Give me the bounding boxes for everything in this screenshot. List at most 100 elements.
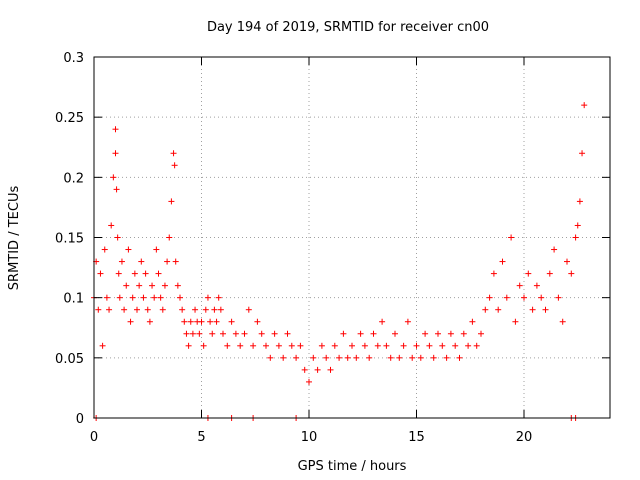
data-point <box>263 342 269 349</box>
data-point <box>574 222 581 229</box>
data-point <box>495 306 502 313</box>
data-point <box>196 330 203 337</box>
y-tick-label: 0.15 <box>55 232 84 247</box>
data-point <box>136 282 143 289</box>
data-point <box>521 294 527 301</box>
data-point <box>392 330 398 337</box>
grid-lines <box>94 57 610 418</box>
data-point <box>422 330 429 337</box>
data-point <box>228 318 235 325</box>
data-point <box>318 342 325 349</box>
data-point <box>581 102 588 109</box>
data-point <box>551 246 558 253</box>
data-point <box>142 270 149 277</box>
data-point <box>568 270 575 277</box>
data-point <box>323 354 330 361</box>
data-point <box>114 234 121 241</box>
data-point <box>576 198 583 205</box>
data-point <box>284 330 291 337</box>
data-point <box>430 354 437 361</box>
data-point <box>138 258 145 265</box>
data-point <box>579 150 586 157</box>
data-point <box>288 342 295 349</box>
data-point <box>113 186 120 193</box>
data-point <box>171 162 178 169</box>
data-point <box>400 342 407 349</box>
data-point <box>172 258 179 265</box>
data-point <box>97 270 104 277</box>
data-point <box>409 354 416 361</box>
data-point <box>159 306 166 313</box>
data-point <box>129 294 136 301</box>
chart-title: Day 194 of 2019, SRMTID for receiver cn0… <box>207 20 489 35</box>
data-point <box>106 306 113 313</box>
data-point <box>118 258 125 265</box>
y-tick-label: 0.3 <box>63 51 84 66</box>
data-point <box>217 306 224 313</box>
data-point <box>123 282 130 289</box>
data-point <box>297 342 304 349</box>
y-axis-label: SRMTID / TECUs <box>7 186 22 291</box>
data-point <box>155 270 162 277</box>
x-tick-label: 15 <box>408 430 425 445</box>
data-point <box>331 342 338 349</box>
data-point <box>336 354 343 361</box>
data-point <box>209 330 216 337</box>
data-point <box>168 198 175 205</box>
data-point <box>127 318 134 325</box>
data-point <box>314 366 321 373</box>
y-tick-label: 0.05 <box>55 352 84 367</box>
data-point <box>564 258 570 265</box>
data-point <box>546 270 553 277</box>
y-tick-label: 0.25 <box>55 111 84 126</box>
data-point <box>482 306 489 313</box>
data-point <box>103 294 110 301</box>
data-point <box>95 306 102 313</box>
data-point <box>161 282 168 289</box>
x-tick-label: 0 <box>90 430 98 445</box>
data-point <box>207 318 214 325</box>
data-point <box>200 342 207 349</box>
data-point <box>151 294 158 301</box>
data-point <box>499 258 506 265</box>
data-point <box>220 330 226 337</box>
data-point <box>439 342 446 349</box>
data-point <box>116 294 123 301</box>
data-point <box>170 150 177 157</box>
data-point <box>254 318 261 325</box>
data-point <box>344 354 351 361</box>
data-point <box>140 294 147 301</box>
data-point <box>404 318 411 325</box>
data-point <box>486 294 493 301</box>
data-point <box>538 294 545 301</box>
data-point <box>177 294 183 301</box>
data-point <box>144 306 151 313</box>
data-point <box>473 342 480 349</box>
data-point <box>460 330 467 337</box>
data-point <box>271 330 278 337</box>
data-point <box>99 342 106 349</box>
data-point <box>533 282 540 289</box>
y-tick-label: 0.2 <box>63 171 84 186</box>
data-point <box>198 318 205 325</box>
data-point <box>396 354 403 361</box>
data-point <box>349 342 355 349</box>
data-point <box>353 354 360 361</box>
data-point <box>542 306 549 313</box>
data-point <box>374 342 381 349</box>
data-point <box>187 318 194 325</box>
data-point <box>490 270 497 277</box>
data-point <box>435 330 441 337</box>
data-point <box>306 378 312 385</box>
data-point <box>183 330 190 337</box>
data-point <box>166 234 173 241</box>
data-point <box>426 342 433 349</box>
data-point <box>370 330 377 337</box>
data-point <box>275 342 282 349</box>
data-point <box>465 342 472 349</box>
data-point <box>310 354 317 361</box>
data-point <box>213 318 220 325</box>
data-point <box>267 354 274 361</box>
data-point <box>112 126 119 133</box>
